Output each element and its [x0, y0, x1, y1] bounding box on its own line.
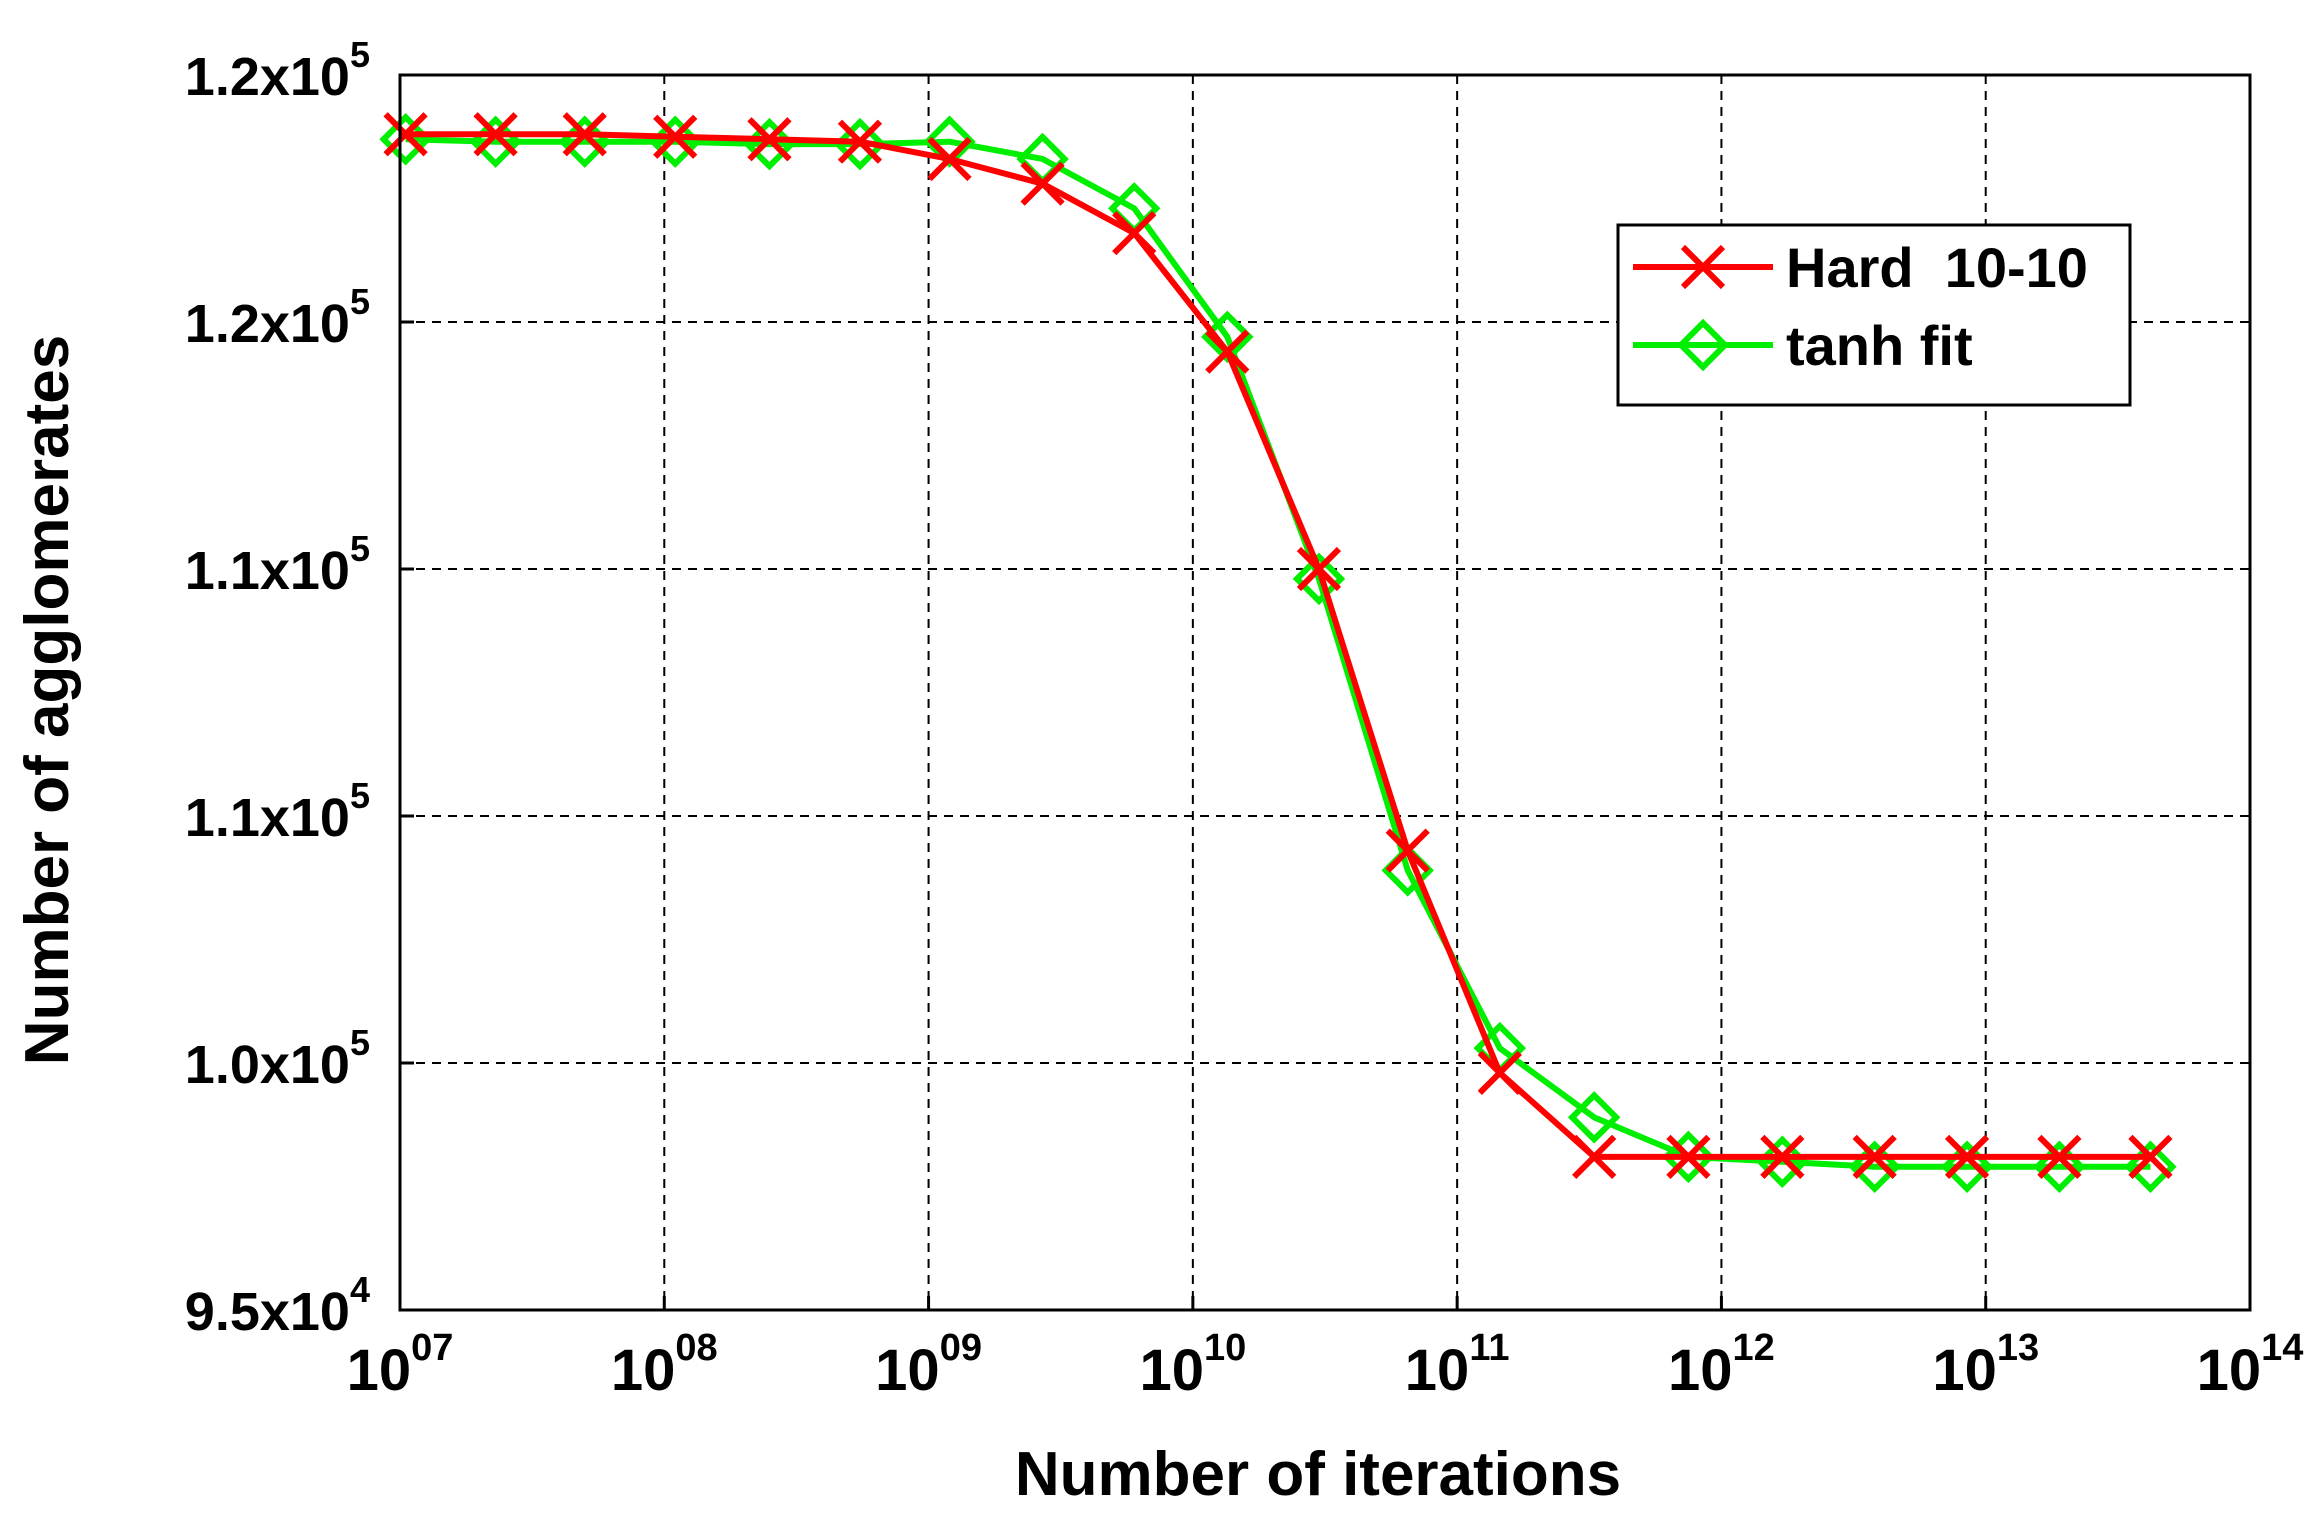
x-axis-title: Number of iterations — [1015, 1440, 1621, 1509]
series-layer — [379, 112, 2177, 1193]
data-point-diamond — [833, 117, 887, 171]
data-point-x — [1112, 210, 1157, 256]
x-tick-label: 1013 — [1932, 1327, 2039, 1403]
data-point-x — [1296, 546, 1342, 592]
data-point-x — [1385, 828, 1430, 873]
data-point-x — [1944, 1134, 1990, 1179]
x-tick-label: 1008 — [611, 1327, 718, 1403]
data-point-x — [1477, 1050, 1522, 1096]
data-point-diamond — [1292, 552, 1346, 606]
y-axis: 9.5x104 1.0x105 1.1x105 1.1x105 1.2x105 1.2x1… — [185, 34, 414, 1342]
x-axis: 1007 1008 1009 1010 1011 1012 1013 1014 — [347, 1296, 2304, 1403]
data-point-x — [1666, 1134, 1711, 1179]
legend-marker-diamond — [1676, 318, 1730, 372]
data-point-diamond — [1567, 1091, 1621, 1144]
y-axis-title: Number of agglomerates — [13, 335, 82, 1065]
legend: Hard 10-10 tanh fit — [1616, 223, 2132, 407]
plot-area-frame — [398, 73, 2252, 1312]
data-point-x — [1852, 1134, 1897, 1179]
y-tick-label: 1.0x105 — [185, 1022, 370, 1095]
series-hard — [383, 112, 2173, 1179]
legend-label: Hard 10-10 — [1786, 236, 2088, 299]
data-point-x — [383, 112, 428, 157]
data-point-x — [653, 114, 698, 159]
data-point-x — [747, 117, 792, 162]
data-point-x — [562, 112, 607, 157]
series-line — [405, 131, 2151, 1160]
x-tick-label: 1007 — [347, 1327, 454, 1403]
data-point-x — [837, 119, 883, 164]
data-point-x — [927, 136, 972, 182]
y-tick-label: 1.2x105 — [185, 281, 370, 354]
data-point-diamond — [923, 115, 976, 168]
data-point-x — [1205, 329, 1250, 374]
x-tick-label: 1011 — [1405, 1327, 1510, 1403]
x-tick-label: 1014 — [2197, 1327, 2304, 1403]
data-point-x — [2128, 1134, 2173, 1179]
data-point-x — [473, 112, 518, 157]
data-point-diamond — [1662, 1130, 1715, 1184]
legend-label: tanh fit — [1786, 314, 1973, 377]
y-tick-label: 1.1x105 — [185, 775, 370, 848]
y-tick-label: 9.5x104 — [185, 1269, 370, 1342]
x-tick-label: 1012 — [1668, 1327, 1775, 1403]
data-point-x — [2037, 1134, 2082, 1179]
y-tick-label: 1.2x105 — [185, 34, 370, 107]
x-tick-label: 1010 — [1139, 1327, 1246, 1403]
legend-marker-x — [1680, 244, 1726, 290]
data-point-x — [1020, 161, 1065, 206]
data-point-x — [1572, 1134, 1617, 1179]
data-point-x — [1760, 1134, 1805, 1179]
x-tick-label: 1009 — [875, 1327, 982, 1403]
y-tick-label: 1.1x105 — [185, 528, 370, 601]
legend-box — [1616, 223, 2132, 407]
